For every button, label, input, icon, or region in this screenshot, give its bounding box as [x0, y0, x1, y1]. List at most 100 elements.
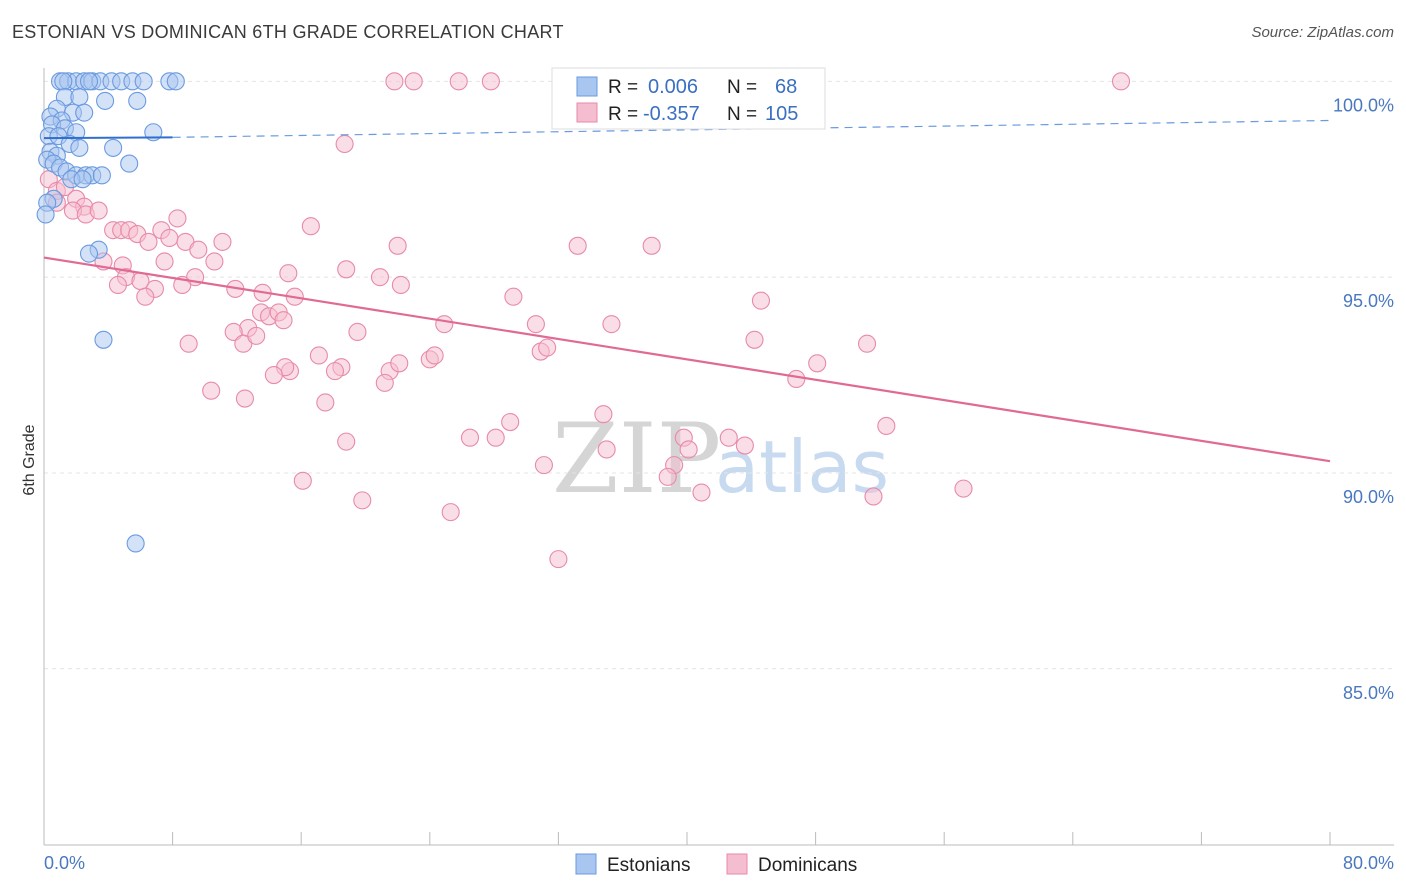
dominican-point — [857, 334, 877, 353]
dominicans-points — [39, 72, 1131, 569]
y-tick-label: 85.0% — [1343, 683, 1394, 703]
dominican-point — [481, 72, 500, 91]
dominican-point — [370, 268, 390, 287]
dominican-point — [168, 209, 187, 228]
dominican-point — [404, 72, 423, 91]
dominican-point — [337, 260, 356, 279]
stats-n-label-estonians: N = — [727, 77, 757, 98]
stats-r-label-dominicans: R = — [608, 104, 638, 125]
dominican-point — [179, 334, 198, 353]
dominican-point — [348, 322, 367, 342]
dominican-point — [435, 315, 454, 334]
estonian-point — [75, 103, 94, 122]
dominican-point — [274, 311, 293, 330]
x-tick-label-max: 80.0% — [1343, 853, 1394, 873]
dominican-point — [139, 232, 158, 251]
dominican-point — [390, 354, 409, 373]
dominican-point — [568, 236, 587, 255]
legend-swatch-estonians — [575, 853, 597, 875]
estonians-trend-line — [43, 136, 173, 140]
stats-n-estonians: 68 — [775, 76, 797, 98]
dominican-point — [504, 287, 523, 306]
dominican-point — [353, 491, 372, 510]
stats-swatch-dominicans — [576, 102, 598, 123]
dominican-point — [224, 322, 243, 342]
estonian-point — [96, 91, 115, 110]
stats-n-dominicans: 105 — [765, 103, 798, 125]
estonian-point — [36, 205, 55, 224]
dominican-point — [808, 354, 827, 373]
dominican-point — [864, 487, 883, 506]
dominican-point — [735, 436, 754, 455]
dominican-point — [264, 365, 283, 385]
estonian-point — [92, 166, 111, 185]
legend: Estonians Dominicans — [575, 853, 857, 876]
dominican-point — [375, 373, 394, 392]
y-tick-labels: 85.0% 90.0% 95.0% 100.0% — [1333, 95, 1394, 702]
dominican-point — [441, 503, 460, 522]
legend-label-estonians: Estonians — [607, 855, 690, 876]
dominican-point — [692, 483, 711, 502]
source-credit: Source: ZipAtlas.com — [1251, 24, 1394, 41]
gridlines — [44, 80, 1394, 670]
dominican-point — [189, 240, 208, 259]
dominican-point — [486, 428, 505, 447]
chart-title: ESTONIAN VS DOMINICAN 6TH GRADE CORRELAT… — [12, 22, 564, 42]
dominican-point — [501, 412, 520, 432]
dominican-point — [213, 232, 232, 251]
estonian-point — [54, 72, 73, 91]
dominican-point — [309, 346, 328, 365]
dominican-point — [202, 381, 221, 400]
dominican-point — [325, 362, 345, 381]
dominican-point — [205, 252, 224, 271]
estonian-point — [128, 91, 147, 110]
estonian-point — [134, 72, 153, 91]
dominican-point — [787, 369, 806, 389]
y-axis-title: 6th Grade — [21, 424, 38, 495]
stats-box: R = 0.006 N = 68 R = -0.357 N = 105 — [551, 67, 826, 130]
dominican-point — [954, 479, 973, 498]
estonian-point — [70, 138, 89, 157]
dominican-point — [642, 236, 661, 255]
dominican-point — [425, 346, 444, 365]
watermark-zip: ZIP — [552, 403, 721, 515]
dominican-point — [597, 440, 616, 459]
dominican-point — [235, 389, 254, 408]
y-tick-label: 100.0% — [1333, 95, 1394, 115]
dominican-point — [108, 275, 127, 295]
stats-r-dominicans: -0.357 — [643, 103, 700, 125]
estonian-point — [73, 170, 92, 189]
dominican-point — [460, 428, 480, 447]
estonian-point — [104, 138, 123, 157]
estonian-point — [126, 534, 145, 553]
dominican-point — [385, 72, 404, 91]
dominican-point — [549, 550, 568, 569]
dominican-point — [89, 201, 108, 220]
dominican-point — [877, 416, 896, 436]
dominican-point — [538, 338, 557, 357]
dominican-point — [335, 134, 354, 154]
dominican-point — [679, 440, 698, 459]
dominican-point — [155, 252, 174, 271]
dominicans-trend-line — [43, 256, 1331, 463]
dominican-point — [293, 471, 312, 490]
y-tick-label: 90.0% — [1343, 487, 1394, 507]
dominican-point — [337, 432, 356, 451]
estonian-point — [94, 330, 113, 349]
estonian-point — [79, 72, 99, 91]
stats-swatch-estonians — [576, 76, 598, 97]
estonian-point — [70, 87, 89, 107]
stats-r-label-estonians: R = — [608, 77, 638, 98]
dominican-point — [658, 467, 677, 486]
dominican-point — [1111, 72, 1131, 91]
dominican-point — [534, 456, 553, 475]
dominican-point — [526, 315, 545, 334]
dominican-point — [136, 287, 155, 306]
dominican-point — [279, 264, 298, 283]
dominican-point — [449, 72, 468, 91]
estonian-point — [120, 154, 139, 173]
stats-r-estonians: 0.006 — [648, 76, 698, 98]
estonians-points — [36, 72, 185, 553]
estonian-point — [166, 72, 185, 91]
